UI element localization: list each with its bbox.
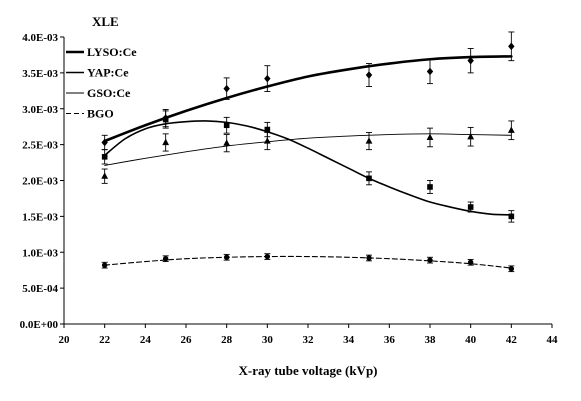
legend-label-gso-ce: GSO:Ce bbox=[87, 86, 131, 100]
x-tick-label: 24 bbox=[140, 334, 152, 346]
data-point-bgo bbox=[366, 255, 372, 261]
data-point-yap-ce bbox=[366, 175, 372, 182]
data-point-bgo bbox=[467, 259, 474, 265]
data-point-gso-ce bbox=[223, 139, 231, 146]
x-tick-label: 40 bbox=[465, 334, 477, 346]
x-tick-label: 44 bbox=[547, 334, 559, 346]
data-point-lyso-ce bbox=[426, 67, 434, 76]
data-point-gso-ce bbox=[263, 137, 271, 144]
series-line-gso-ce bbox=[104, 133, 512, 166]
legend-label-lyso-ce: LYSO:Ce bbox=[87, 45, 137, 59]
x-tick-label: 36 bbox=[384, 334, 396, 346]
data-point-yap-ce bbox=[427, 184, 433, 190]
data-point-bgo bbox=[162, 256, 169, 262]
data-point-yap-ce bbox=[162, 116, 169, 123]
data-point-lyso-ce bbox=[223, 84, 230, 93]
data-point-yap-ce bbox=[508, 213, 515, 220]
data-point-lyso-ce bbox=[467, 56, 474, 65]
data-point-bgo bbox=[427, 257, 433, 263]
axes bbox=[60, 36, 553, 328]
legend-label-yap-ce: YAP:Ce bbox=[87, 66, 129, 80]
x-tick-label: 30 bbox=[262, 334, 274, 346]
data-point-gso-ce bbox=[101, 172, 109, 179]
x-tick-label: 38 bbox=[425, 334, 437, 346]
data-point-yap-ce bbox=[223, 122, 230, 129]
data-point-gso-ce bbox=[467, 132, 475, 140]
legend: LYSO:Ce YAP:Ce GSO:Ce BGO bbox=[66, 45, 137, 121]
data-point-bgo bbox=[223, 254, 230, 260]
data-point-yap-ce bbox=[467, 204, 474, 210]
data-point-gso-ce bbox=[426, 133, 434, 141]
data-point-bgo bbox=[264, 253, 271, 260]
data-point-lyso-ce bbox=[264, 74, 271, 83]
x-tick-label: 42 bbox=[506, 334, 518, 346]
data-point-gso-ce bbox=[507, 126, 515, 133]
x-tick-label: 32 bbox=[303, 334, 315, 346]
y-tick-label: 3.5E-03 bbox=[22, 68, 58, 80]
data-point-bgo bbox=[101, 262, 108, 268]
y-tick-label: 3.0E-03 bbox=[22, 104, 58, 116]
legend-label-bgo: BGO bbox=[87, 107, 114, 121]
y-axis-title: XLE bbox=[92, 14, 119, 29]
x-tick-label: 28 bbox=[221, 334, 233, 346]
data-point-gso-ce bbox=[162, 138, 170, 146]
data-point-lyso-ce bbox=[365, 71, 373, 79]
x-tick-label: 26 bbox=[181, 334, 193, 346]
axis-text: 20 22 24 26 28 30 32 34 36 38 40 42 44 0.0E+00 5.0E-04… bbox=[20, 14, 558, 378]
y-tick-label: 2.0E-03 bbox=[22, 176, 58, 188]
x-tick-label: 20 bbox=[59, 334, 71, 346]
x-tick-label: 34 bbox=[343, 334, 355, 346]
data-markers bbox=[101, 42, 515, 272]
y-tick-label: 1.0E-03 bbox=[22, 247, 58, 259]
y-tick-label: 4.0E-03 bbox=[22, 32, 58, 44]
data-point-yap-ce bbox=[264, 126, 271, 133]
y-tick-label: 0.0E+00 bbox=[20, 319, 59, 331]
data-point-lyso-ce bbox=[101, 138, 108, 147]
x-tick-label: 22 bbox=[99, 334, 111, 346]
y-tick-label: 5.0E-04 bbox=[22, 283, 58, 295]
x-axis-title: X-ray tube voltage (kVp) bbox=[238, 363, 377, 378]
y-tick-label: 1.5E-03 bbox=[22, 211, 58, 223]
series-line-bgo bbox=[104, 255, 512, 269]
data-point-bgo bbox=[508, 266, 515, 272]
series-line-lyso-ce bbox=[103, 55, 513, 143]
trend-lines bbox=[103, 55, 513, 269]
y-tick-label: 2.5E-03 bbox=[22, 140, 58, 152]
series-line-yap-ce bbox=[103, 120, 513, 216]
data-point-lyso-ce bbox=[508, 42, 515, 51]
data-point-yap-ce bbox=[101, 154, 108, 160]
data-point-gso-ce bbox=[365, 137, 373, 144]
